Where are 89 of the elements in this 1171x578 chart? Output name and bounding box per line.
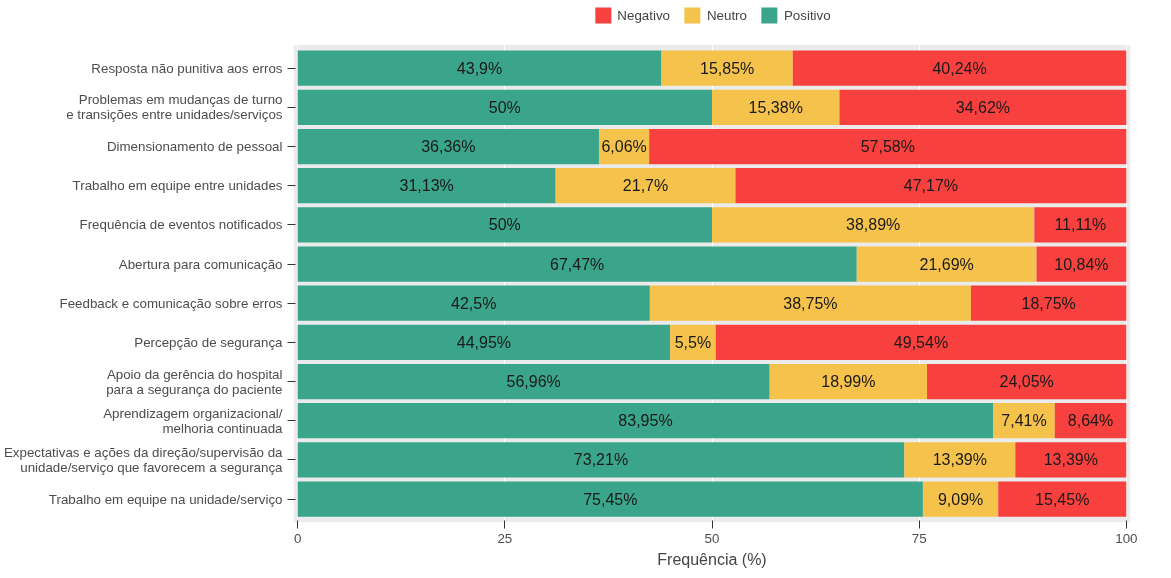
data-label: 31,13% (399, 177, 454, 195)
bar (297, 207, 712, 243)
y-tick-label: Percepção de segurança (134, 334, 284, 350)
bar (661, 50, 793, 86)
y-tick-label: Frequência de eventos notificados (79, 217, 283, 233)
bar (297, 89, 712, 125)
y-tick-label: Problemas em mudanças de turno e transições entre unidades/serviços (66, 92, 283, 123)
bar (297, 363, 770, 400)
bar (927, 363, 1127, 400)
data-label: 75,45% (583, 490, 638, 508)
data-label: 42,5% (451, 294, 497, 312)
data-label: 13,39% (932, 451, 987, 469)
x-tick-label: 100 (1115, 530, 1138, 546)
data-label: 11,11% (1054, 216, 1107, 234)
bar (297, 128, 599, 165)
data-label: 21,7% (622, 177, 669, 195)
data-label: 56,96% (506, 373, 561, 390)
legend-label: Negativo (617, 7, 670, 23)
bar (297, 50, 662, 86)
data-label: 38,75% (783, 294, 838, 312)
data-label: 36,36% (421, 138, 476, 155)
bar (970, 285, 1127, 321)
y-tick-label: Apoio da gerência do hospital para a segurança do paciente (106, 366, 283, 397)
bar (1036, 246, 1127, 282)
data-label: 10,84% (1054, 255, 1109, 273)
data-label: 13,39% (1043, 451, 1098, 469)
data-label: 40,24% (932, 59, 987, 77)
bar (649, 128, 1127, 165)
y-tick-label: Trabalho em equipe entre unidades (72, 178, 283, 194)
bar (856, 246, 1037, 282)
x-tick-label: 50 (704, 530, 720, 546)
data-label: 5,5% (674, 333, 712, 351)
bar (998, 481, 1127, 517)
data-label: 50% (488, 216, 521, 234)
y-tick-label: Dimensionamento de pessoal (106, 139, 283, 154)
data-label: 7,41% (1001, 412, 1047, 430)
data-label: 8,64% (1067, 412, 1114, 430)
bar (715, 324, 1127, 360)
bar (1015, 442, 1127, 478)
bar (297, 442, 905, 478)
bar (297, 168, 556, 204)
x-tick-label: 75 (911, 530, 927, 546)
data-label: 21,69% (919, 255, 974, 273)
y-tick-label: Feedback e comunicação sobre erros (59, 295, 283, 311)
data-label: 57,58% (860, 138, 915, 155)
data-label: 15,85% (699, 59, 755, 77)
data-label: 44,95% (456, 333, 512, 351)
data-label: 9,09% (937, 490, 984, 508)
bar (297, 324, 671, 360)
bar (297, 246, 857, 282)
bar (769, 363, 928, 400)
y-tick-label: Resposta não punitiva aos erros (91, 60, 283, 76)
data-label: 49,54% (893, 333, 949, 351)
bar (922, 481, 999, 517)
data-label: 15,38% (748, 98, 803, 116)
data-label: 67,47% (550, 255, 605, 273)
legend-label: Positivo (783, 7, 831, 23)
bar (904, 442, 1016, 478)
y-tick-label: Trabalho em equipe na unidade/serviço (48, 491, 283, 507)
data-label: 18,75% (1021, 294, 1076, 312)
bar (735, 168, 1127, 204)
x-tick-label: 25 (497, 530, 513, 546)
data-label: 73,21% (573, 451, 629, 469)
data-label: 50% (488, 98, 521, 116)
bar (649, 285, 971, 321)
data-label: 34,62% (955, 98, 1011, 116)
bar (839, 89, 1127, 125)
bar (712, 89, 840, 125)
data-label: 6,06% (601, 138, 647, 155)
x-axis-title: Frequência (%) (657, 550, 767, 568)
bar (792, 50, 1127, 86)
bar (297, 481, 923, 517)
bar (297, 285, 650, 321)
bar (1034, 207, 1127, 243)
data-label: 15,45% (1035, 490, 1090, 508)
bar (555, 168, 736, 204)
y-tick-label: Aprendizagem organizacional/ melhoria continuada (103, 405, 284, 436)
data-label: 47,17% (903, 177, 959, 195)
data-label: 18,99% (821, 373, 876, 390)
legend-label: Neutro (706, 7, 747, 23)
data-label: 38,89% (846, 216, 901, 234)
data-label: 24,05% (999, 373, 1054, 390)
bar (297, 403, 994, 439)
data-label: 83,95% (618, 412, 673, 430)
y-tick-label: Abertura para comunicação (118, 256, 283, 272)
x-tick-label: 0 (293, 530, 302, 546)
data-label: 43,9% (456, 59, 503, 77)
y-tick-label: Expectativas e ações da direção/supervisão da unidade/serviço que favorecem a segurança (3, 444, 284, 475)
bar (712, 207, 1035, 243)
